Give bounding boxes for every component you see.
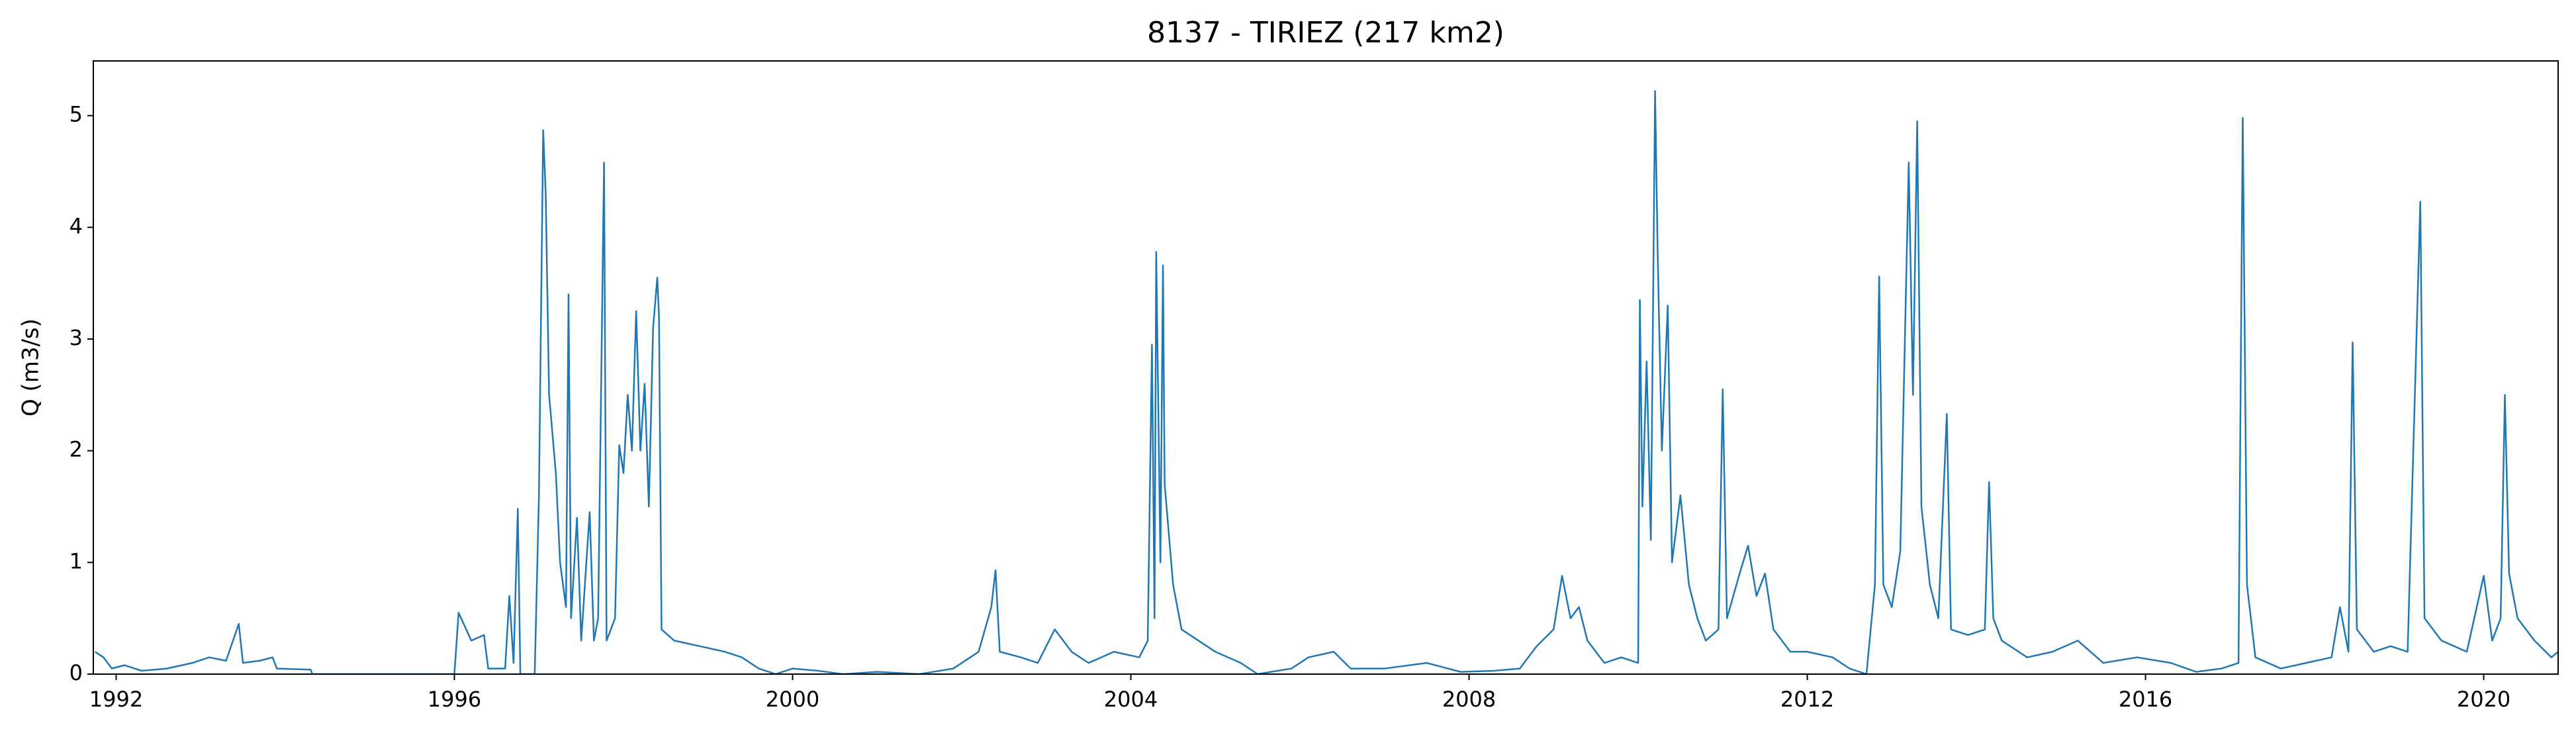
x-tick-label: 1992 xyxy=(89,687,143,712)
y-tick-label: 4 xyxy=(69,213,83,238)
x-tick-label: 2012 xyxy=(1780,687,1834,712)
x-tick-label: 2004 xyxy=(1104,687,1158,712)
y-tick-label: 1 xyxy=(69,548,83,573)
chart-title: 8137 - TIRIEZ (217 km2) xyxy=(1147,16,1504,50)
y-tick-label: 5 xyxy=(69,102,83,127)
x-tick-label: 2000 xyxy=(766,687,819,712)
data-line xyxy=(94,90,2558,674)
plot-frame xyxy=(93,60,2559,675)
x-tick-label: 2016 xyxy=(2119,687,2172,712)
x-tick-label: 2020 xyxy=(2457,687,2510,712)
y-axis-label: Q (m3/s) xyxy=(18,319,44,417)
y-tick-label: 0 xyxy=(69,660,83,685)
x-tick-label: 1996 xyxy=(428,687,481,712)
x-tick-label: 2008 xyxy=(1442,687,1496,712)
y-tick-label: 2 xyxy=(69,437,83,462)
y-tick-label: 3 xyxy=(69,325,83,350)
